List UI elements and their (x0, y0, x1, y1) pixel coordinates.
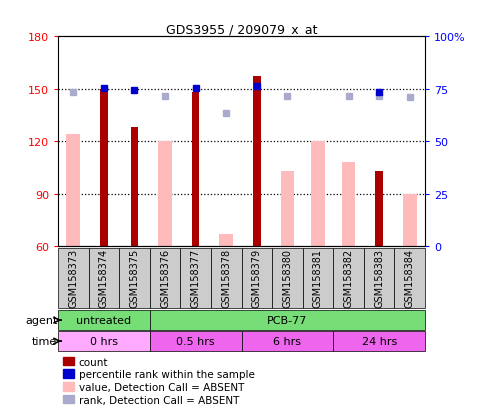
Text: GSM158379: GSM158379 (252, 248, 262, 307)
Text: GSM158380: GSM158380 (283, 248, 292, 307)
Text: GSM158374: GSM158374 (99, 248, 109, 307)
Text: 0.5 hrs: 0.5 hrs (176, 336, 215, 346)
Bar (403, 194, 417, 247)
Text: untreated: untreated (76, 316, 131, 325)
Bar (311, 142, 325, 247)
Bar (119, 248, 150, 308)
Bar (333, 331, 425, 351)
Text: PCB-77: PCB-77 (267, 316, 308, 325)
Text: GSM158383: GSM158383 (374, 248, 384, 307)
Bar (158, 142, 172, 247)
Bar (130, 128, 138, 247)
Bar (58, 248, 88, 308)
Text: GSM158382: GSM158382 (343, 248, 354, 307)
Bar (192, 93, 199, 247)
Text: 0 hrs: 0 hrs (90, 336, 118, 346)
Bar (333, 248, 364, 308)
Bar (281, 171, 294, 247)
Bar (253, 77, 261, 247)
Bar (88, 248, 119, 308)
Bar (272, 248, 303, 308)
Bar (364, 248, 395, 308)
Bar (150, 310, 425, 330)
Text: GSM158375: GSM158375 (129, 248, 140, 307)
Bar (375, 171, 383, 247)
Text: agent: agent (25, 316, 57, 325)
Bar (219, 234, 233, 247)
Bar (341, 163, 355, 247)
Bar (395, 248, 425, 308)
Bar (242, 331, 333, 351)
Legend: count, percentile rank within the sample, value, Detection Call = ABSENT, rank, : count, percentile rank within the sample… (63, 357, 255, 405)
Text: GSM158378: GSM158378 (221, 248, 231, 307)
Bar (303, 248, 333, 308)
Title: GDS3955 / 209079_x_at: GDS3955 / 209079_x_at (166, 23, 317, 36)
Bar (66, 135, 80, 247)
Text: GSM158384: GSM158384 (405, 248, 415, 307)
Bar (242, 248, 272, 308)
Bar (150, 331, 242, 351)
Text: GSM158376: GSM158376 (160, 248, 170, 307)
Text: GSM158373: GSM158373 (68, 248, 78, 307)
Text: 24 hrs: 24 hrs (362, 336, 397, 346)
Bar (58, 310, 150, 330)
Text: time: time (32, 336, 57, 346)
Bar (150, 248, 180, 308)
Bar (100, 90, 108, 247)
Bar (180, 248, 211, 308)
Text: GSM158377: GSM158377 (191, 248, 200, 307)
Text: 6 hrs: 6 hrs (273, 336, 301, 346)
Bar (58, 331, 150, 351)
Text: GSM158381: GSM158381 (313, 248, 323, 307)
Bar (211, 248, 242, 308)
